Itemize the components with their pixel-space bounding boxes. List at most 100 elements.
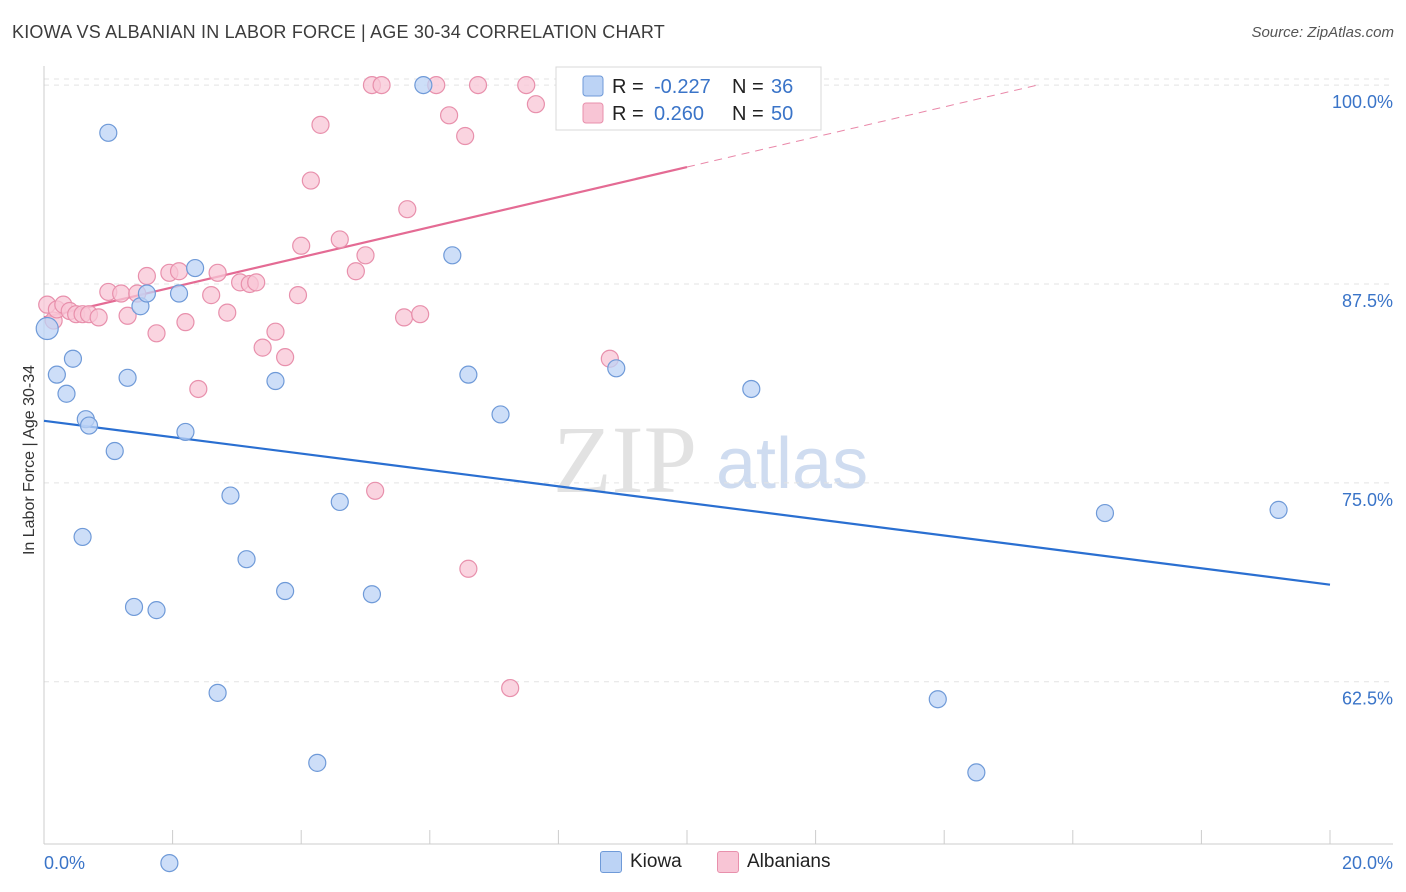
kiowa-point-20 <box>276 581 295 601</box>
kiowa-point-33 <box>967 763 986 782</box>
albanians-point-35 <box>366 481 385 500</box>
albanians-point-25 <box>253 338 272 357</box>
x-tick-label-0: 0.0% <box>44 853 85 873</box>
albanians-point-18 <box>189 379 208 399</box>
legend-albanians-n-value: 50 <box>771 103 793 125</box>
albanians-point-24 <box>247 273 266 292</box>
kiowa-point-25 <box>160 853 179 873</box>
trend-line-kiowa <box>43 419 1331 586</box>
y-axis-label: In Labor Force | Age 30-34 <box>21 365 38 555</box>
albanians-point-11 <box>118 306 137 325</box>
legend-albanians-r-value: 0.260 <box>654 103 704 125</box>
kiowa-point-13 <box>186 258 205 278</box>
series-legend: Kiowa Albanians <box>0 851 1406 879</box>
tick-labels: 100.0% 87.5% 75.0% 62.5% 0.0% 20.0% <box>44 92 1393 873</box>
albanians-point-8 <box>89 308 108 327</box>
kiowa-point-27 <box>443 246 462 265</box>
legend-albanians-r-label: R = <box>612 103 644 125</box>
albanians-point-48 <box>526 95 545 114</box>
albanians-point-37 <box>372 75 391 95</box>
legend-kiowa-swatch <box>582 75 604 97</box>
legend-kiowa-n-value: 36 <box>771 76 793 98</box>
albanians-point-38 <box>394 308 414 327</box>
kiowa-point-23 <box>208 683 227 702</box>
kiowa-point-32 <box>928 690 947 709</box>
albanians-point-29 <box>292 236 311 255</box>
watermark-zip: ZIP <box>553 406 697 513</box>
kiowa-point-28 <box>459 365 478 384</box>
albanians-point-44 <box>468 75 488 95</box>
albanians-swatch <box>717 851 739 873</box>
albanians-point-31 <box>311 115 330 134</box>
albanians-point-47 <box>517 75 536 95</box>
series-albanians <box>38 75 619 698</box>
albanians-point-39 <box>398 200 417 219</box>
kiowa-point-26 <box>414 75 433 95</box>
legend-label-kiowa: Kiowa <box>630 851 682 872</box>
y-tick-label-3: 62.5% <box>1342 689 1393 709</box>
albanians-point-32 <box>330 230 349 249</box>
albanians-point-17 <box>176 313 195 332</box>
kiowa-point-12 <box>176 422 195 442</box>
kiowa-point-2 <box>57 384 76 403</box>
albanians-point-19 <box>202 286 221 305</box>
legend-item-kiowa: Kiowa <box>600 851 682 873</box>
kiowa-point-15 <box>124 597 144 617</box>
albanians-point-16 <box>169 262 189 281</box>
kiowa-point-16 <box>147 601 166 620</box>
kiowa-point-29 <box>491 405 510 424</box>
albanians-point-20 <box>208 263 227 282</box>
albanians-point-13 <box>137 266 156 286</box>
grid <box>44 78 1393 683</box>
albanians-point-42 <box>439 106 459 125</box>
albanians-point-21 <box>218 303 237 322</box>
albanians-point-43 <box>456 126 475 146</box>
kiowa-point-3 <box>63 349 83 368</box>
albanians-point-40 <box>411 305 430 324</box>
kiowa-point-35 <box>1269 500 1288 519</box>
kiowa-point-31 <box>742 379 761 399</box>
y-tick-label-1: 87.5% <box>1342 291 1393 311</box>
albanians-point-28 <box>288 286 308 305</box>
x-tick-label-1: 20.0% <box>1342 853 1393 873</box>
kiowa-point-0 <box>35 316 59 341</box>
legend-label-albanians: Albanians <box>747 851 831 872</box>
kiowa-point-34 <box>1095 503 1115 523</box>
trend-line-albanians-extension <box>686 84 1038 168</box>
albanians-point-27 <box>276 348 295 367</box>
y-tick-label-2: 75.0% <box>1342 490 1393 510</box>
kiowa-point-24 <box>308 753 327 772</box>
kiowa-point-18 <box>237 550 256 569</box>
series-kiowa <box>35 75 1288 873</box>
kiowa-point-30 <box>607 359 626 378</box>
albanians-point-34 <box>356 246 375 265</box>
kiowa-point-17 <box>221 486 240 505</box>
kiowa-point-1 <box>47 365 66 384</box>
kiowa-point-6 <box>99 123 118 142</box>
legend-kiowa-n-label: N = <box>732 76 764 98</box>
watermark: ZIP atlas <box>553 406 868 513</box>
albanians-point-45 <box>459 559 478 578</box>
legend-albanians-n-label: N = <box>732 103 764 125</box>
kiowa-point-14 <box>73 527 92 547</box>
kiowa-point-21 <box>330 492 349 512</box>
kiowa-point-11 <box>169 284 189 303</box>
y-tick-label-0: 100.0% <box>1332 92 1393 112</box>
kiowa-swatch <box>600 851 622 873</box>
albanians-point-14 <box>147 324 166 343</box>
kiowa-point-19 <box>266 371 285 391</box>
legend-item-albanians: Albanians <box>717 851 830 873</box>
albanians-point-26 <box>266 322 285 341</box>
legend-kiowa-r-label: R = <box>612 76 644 98</box>
albanians-point-46 <box>501 678 520 698</box>
albanians-point-10 <box>112 284 131 303</box>
kiowa-point-5 <box>79 416 99 435</box>
axes <box>43 66 1393 845</box>
correlation-legend: R = -0.227 N = 36 R = 0.260 N = 50 <box>555 66 822 131</box>
albanians-point-30 <box>301 171 320 190</box>
albanians-point-33 <box>346 262 365 281</box>
kiowa-point-7 <box>105 441 124 461</box>
kiowa-point-10 <box>137 284 156 303</box>
source-attribution: Source: ZipAtlas.com <box>1251 24 1394 41</box>
